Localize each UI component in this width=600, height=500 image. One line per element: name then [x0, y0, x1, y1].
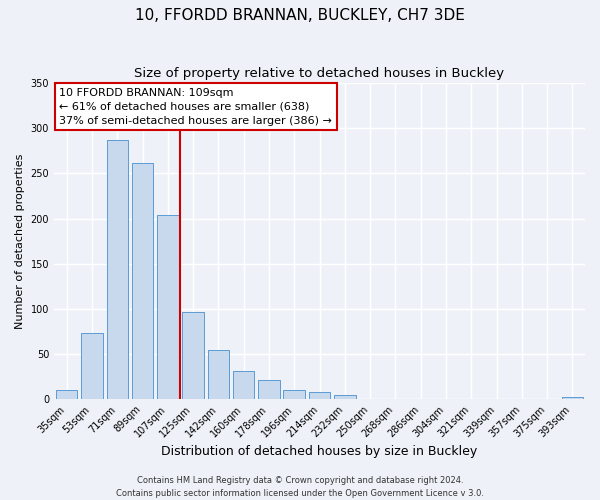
- Bar: [283, 390, 305, 399]
- Bar: [258, 380, 280, 399]
- Bar: [309, 392, 330, 399]
- Text: 10, FFORDD BRANNAN, BUCKLEY, CH7 3DE: 10, FFORDD BRANNAN, BUCKLEY, CH7 3DE: [135, 8, 465, 22]
- Bar: [208, 350, 229, 399]
- Bar: [81, 333, 103, 399]
- Y-axis label: Number of detached properties: Number of detached properties: [15, 154, 25, 329]
- Bar: [107, 140, 128, 399]
- Text: Contains HM Land Registry data © Crown copyright and database right 2024.
Contai: Contains HM Land Registry data © Crown c…: [116, 476, 484, 498]
- Bar: [334, 394, 356, 399]
- X-axis label: Distribution of detached houses by size in Buckley: Distribution of detached houses by size …: [161, 444, 478, 458]
- Bar: [157, 215, 179, 399]
- Bar: [233, 371, 254, 399]
- Text: 10 FFORDD BRANNAN: 109sqm
← 61% of detached houses are smaller (638)
37% of semi: 10 FFORDD BRANNAN: 109sqm ← 61% of detac…: [59, 88, 332, 126]
- Bar: [562, 398, 583, 399]
- Bar: [182, 312, 204, 399]
- Bar: [56, 390, 77, 399]
- Title: Size of property relative to detached houses in Buckley: Size of property relative to detached ho…: [134, 68, 505, 80]
- Bar: [132, 164, 153, 399]
